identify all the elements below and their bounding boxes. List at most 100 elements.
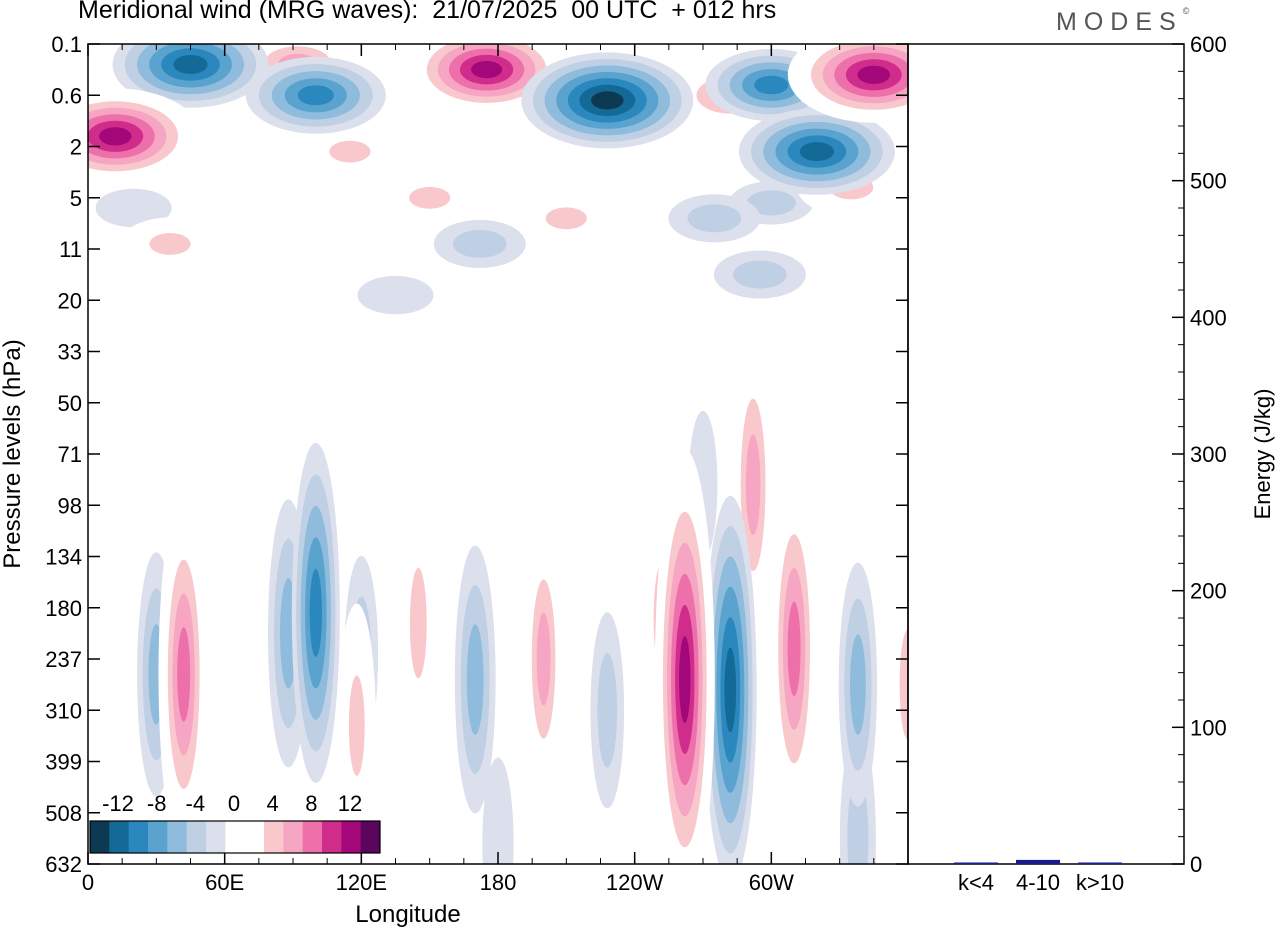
y-tick-label: 632 bbox=[45, 852, 82, 877]
wind-feature bbox=[521, 52, 694, 149]
wind-feature bbox=[482, 757, 514, 864]
contour-band bbox=[642, 147, 696, 176]
colorbar-swatch bbox=[360, 821, 381, 853]
colorbar-label: -12 bbox=[102, 791, 134, 816]
y-tick-label: 180 bbox=[45, 596, 82, 621]
contour-band bbox=[687, 204, 742, 233]
logo-text: MODES bbox=[1056, 8, 1183, 36]
wind-feature bbox=[768, 466, 820, 831]
contour-band bbox=[348, 675, 365, 776]
y-tick-label: 508 bbox=[45, 801, 82, 826]
wind-feature bbox=[887, 550, 908, 819]
contour-band bbox=[556, 760, 577, 864]
colorbar-swatch bbox=[128, 821, 149, 853]
contour-band bbox=[724, 647, 737, 733]
energy-tick-label: 500 bbox=[1190, 169, 1227, 194]
y-axis-label: Pressure levels (hPa) bbox=[0, 339, 26, 568]
wind-feature bbox=[337, 603, 376, 848]
contour-band bbox=[679, 636, 691, 723]
y-tick-label: 33 bbox=[58, 340, 82, 365]
wind-feature bbox=[120, 217, 220, 271]
x-axis-label: Longitude bbox=[355, 901, 460, 928]
y-tick-label: 50 bbox=[58, 391, 82, 416]
logo-mark: © bbox=[1182, 6, 1190, 16]
energy-bar bbox=[1078, 862, 1122, 864]
contour-band bbox=[453, 229, 507, 258]
contour-band bbox=[99, 127, 132, 146]
contour-band bbox=[899, 629, 908, 740]
wind-feature bbox=[95, 188, 172, 228]
colorbar-swatch bbox=[283, 821, 304, 853]
energy-category-label: k<4 bbox=[958, 870, 994, 895]
colorbar-swatch bbox=[90, 821, 110, 853]
energy-panel-frame bbox=[907, 43, 1185, 865]
contour-band bbox=[95, 188, 172, 228]
colorbar-swatch bbox=[148, 821, 168, 853]
wind-feature bbox=[291, 442, 340, 783]
energy-category-label: 4-10 bbox=[1016, 870, 1060, 895]
contour-band bbox=[357, 275, 434, 315]
modes-logo: MODES© bbox=[1056, 6, 1190, 37]
x-tick-label: 120W bbox=[606, 870, 664, 895]
contour-band bbox=[892, 451, 908, 580]
x-tick-label: 60W bbox=[749, 870, 794, 895]
colorbar-label: 0 bbox=[228, 791, 240, 816]
wind-feature bbox=[654, 449, 715, 864]
contour-band bbox=[466, 624, 484, 735]
contour-band bbox=[482, 757, 514, 864]
colorbar-swatch bbox=[206, 821, 226, 853]
colorbar-swatch bbox=[322, 821, 342, 853]
wind-feature bbox=[299, 125, 400, 178]
colorbar-swatch bbox=[109, 821, 130, 853]
wind-feature bbox=[622, 137, 715, 186]
colorbar-label: 4 bbox=[267, 791, 279, 816]
contour-band bbox=[545, 207, 587, 230]
contour-band bbox=[149, 233, 191, 255]
energy-tick-label: 200 bbox=[1190, 579, 1227, 604]
contour-band bbox=[573, 286, 628, 315]
colorbar-swatch bbox=[302, 821, 323, 853]
y-tick-label: 11 bbox=[59, 237, 82, 262]
y-tick-label: 134 bbox=[45, 545, 82, 570]
energy-tick-label: 400 bbox=[1190, 305, 1227, 330]
contour-band bbox=[297, 85, 334, 106]
y-tick-label: 98 bbox=[58, 493, 82, 518]
contour-band bbox=[733, 260, 787, 289]
colorbar-label: 8 bbox=[305, 791, 317, 816]
colorbar-label: -8 bbox=[147, 791, 167, 816]
contour-band bbox=[309, 568, 322, 658]
wind-feature bbox=[112, 44, 269, 108]
wind-feature bbox=[397, 489, 439, 758]
colorbar-swatch bbox=[244, 821, 265, 853]
energy-tick-label: 300 bbox=[1190, 442, 1227, 467]
x-tick-label: 180 bbox=[480, 870, 517, 895]
wind-feature bbox=[88, 405, 113, 626]
wind-feature bbox=[158, 492, 209, 857]
chart-title: Meridional wind (MRG waves): 21/07/2025 … bbox=[78, 0, 777, 24]
y-tick-label: 237 bbox=[45, 647, 82, 672]
y-tick-label: 310 bbox=[45, 698, 82, 723]
wind-feature bbox=[787, 44, 908, 123]
energy-axis-label: Energy (J/kg) bbox=[1250, 389, 1275, 520]
contour-band bbox=[799, 142, 835, 162]
colorbar-label: -4 bbox=[186, 791, 206, 816]
colorbar-swatch bbox=[341, 821, 362, 853]
wind-feature bbox=[433, 219, 526, 268]
wind-feature bbox=[713, 250, 806, 299]
energy-bar bbox=[1016, 859, 1060, 864]
colorbar-swatch bbox=[225, 821, 246, 853]
energy-tick-label: 100 bbox=[1190, 715, 1227, 740]
colorbar: -12 -8 -4 0 4 8 12 bbox=[89, 791, 381, 854]
wind-feature bbox=[522, 513, 566, 805]
contour-band bbox=[850, 634, 866, 735]
contour-band bbox=[409, 567, 427, 679]
wind-feature bbox=[705, 49, 838, 121]
wind-feature bbox=[703, 495, 757, 864]
contour-band bbox=[409, 186, 451, 209]
contour-band bbox=[745, 434, 761, 536]
y-tick-label: 0.6 bbox=[51, 83, 82, 108]
y-tick-label: 0.1 bbox=[51, 32, 82, 57]
wind-feature bbox=[357, 275, 434, 315]
y-tick-label: 399 bbox=[45, 750, 82, 775]
contour-band bbox=[597, 653, 618, 768]
